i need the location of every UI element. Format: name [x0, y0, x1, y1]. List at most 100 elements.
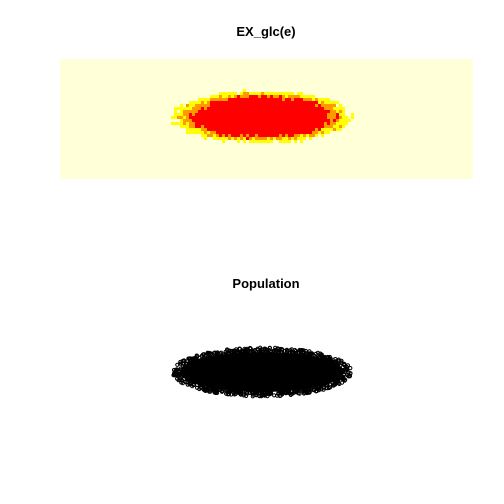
- heatmap-cell-high: [240, 110, 243, 113]
- heatmap-cell-low: [318, 131, 321, 134]
- heatmap-cell-high: [336, 116, 339, 119]
- heatmap-cell-high: [255, 110, 258, 113]
- heatmap-cell-medium: [216, 134, 219, 137]
- heatmap-cell-medium: [330, 125, 333, 128]
- heatmap-cell-low: [171, 122, 174, 125]
- heatmap-cell-high: [249, 122, 252, 125]
- heatmap-cell-high: [270, 101, 273, 104]
- heatmap-cell-low: [270, 92, 273, 95]
- heatmap-cell-medium: [183, 110, 186, 113]
- heatmap-cell-medium: [222, 98, 225, 101]
- heatmap-cell-high: [252, 128, 255, 131]
- heatmap-cell-medium: [210, 134, 213, 137]
- heatmap-cell-medium: [189, 119, 192, 122]
- heatmap-cell-high: [273, 119, 276, 122]
- heatmap-cell-high: [219, 128, 222, 131]
- heatmap-cell-medium: [327, 125, 330, 128]
- heatmap-cell-high: [258, 104, 261, 107]
- heatmap-cell-high: [249, 107, 252, 110]
- heatmap-cell-medium: [288, 137, 291, 140]
- heatmap-cell-high: [309, 113, 312, 116]
- heatmap-cell-high: [216, 119, 219, 122]
- population-point: [297, 347, 302, 353]
- heatmap-cell-high: [264, 107, 267, 110]
- heatmap-cell-high: [216, 110, 219, 113]
- heatmap-cell-medium: [243, 92, 246, 95]
- heatmap-cell-low: [273, 92, 276, 95]
- heatmap-cell-medium: [207, 101, 210, 104]
- heatmap-cell-high: [213, 107, 216, 110]
- heatmap-cell-high: [237, 107, 240, 110]
- heatmap-cell-high: [273, 122, 276, 125]
- heatmap-cell-high: [243, 101, 246, 104]
- heatmap-cell-low: [327, 98, 330, 101]
- heatmap-cell-low: [339, 104, 342, 107]
- heatmap-cell-low: [345, 119, 348, 122]
- population-point: [315, 387, 320, 392]
- heatmap-cell-high: [234, 122, 237, 125]
- heatmap-cell-low: [324, 98, 327, 101]
- heatmap-cell-high: [267, 125, 270, 128]
- heatmap-cell-high: [282, 116, 285, 119]
- heatmap-cell-medium: [246, 92, 249, 95]
- heatmap-cell-high: [288, 125, 291, 128]
- heatmap-cell-medium: [306, 98, 309, 101]
- heatmap-cell-high: [303, 131, 306, 134]
- heatmap-cell-medium: [333, 113, 336, 116]
- population-point: [345, 373, 350, 378]
- heatmap-cell-high: [273, 98, 276, 101]
- heatmap-cell-high: [264, 116, 267, 119]
- heatmap-cell-high: [285, 122, 288, 125]
- heatmap-cell-high: [234, 134, 237, 137]
- heatmap-cell-medium: [204, 128, 207, 131]
- population-point: [241, 390, 246, 395]
- heatmap-cell-high: [225, 125, 228, 128]
- heatmap-cell-high: [234, 116, 237, 119]
- heatmap-cell-high: [306, 128, 309, 131]
- heatmap-cell-medium: [327, 116, 330, 119]
- heatmap-cell-low: [279, 92, 282, 95]
- heatmap-cell-low: [192, 101, 195, 104]
- heatmap-cell-high: [243, 104, 246, 107]
- heatmap-cell-high: [288, 98, 291, 101]
- heatmap-cell-high: [282, 110, 285, 113]
- heatmap-cell-high: [294, 131, 297, 134]
- heatmap-cell-high: [273, 128, 276, 131]
- heatmap-cell-low: [195, 131, 198, 134]
- heatmap-cell-low: [222, 92, 225, 95]
- heatmap-cell-medium: [288, 95, 291, 98]
- heatmap-cell-high: [288, 116, 291, 119]
- heatmap-cell-high: [246, 116, 249, 119]
- heatmap-cell-medium: [189, 110, 192, 113]
- heatmap-cell-high: [285, 125, 288, 128]
- population-point: [195, 385, 200, 390]
- heatmap-cell-high: [255, 95, 258, 98]
- heatmap-cell-high: [237, 128, 240, 131]
- heatmap-cell-medium: [258, 137, 261, 140]
- heatmap-cell-high: [237, 104, 240, 107]
- heatmap-cell-low: [219, 92, 222, 95]
- heatmap-cell-high: [246, 119, 249, 122]
- heatmap-cell-high: [228, 113, 231, 116]
- heatmap-cell-high: [285, 113, 288, 116]
- heatmap-cell-low: [171, 116, 174, 119]
- heatmap-cell-low: [285, 140, 288, 143]
- heatmap-cell-high: [309, 119, 312, 122]
- heatmap-cell-high: [279, 110, 282, 113]
- population-point: [197, 355, 202, 360]
- heatmap-cell-medium: [189, 125, 192, 128]
- heatmap-cell-high: [291, 116, 294, 119]
- heatmap-cell-high: [201, 110, 204, 113]
- heatmap-cell-high: [288, 128, 291, 131]
- heatmap-cell-low: [345, 122, 348, 125]
- heatmap-cell-medium: [228, 95, 231, 98]
- heatmap-cell-high: [291, 104, 294, 107]
- population-point: [186, 372, 191, 377]
- heatmap-cell-high: [243, 116, 246, 119]
- heatmap-cell-high: [291, 134, 294, 137]
- heatmap-cell-medium: [255, 134, 258, 137]
- heatmap-cell-high: [288, 122, 291, 125]
- heatmap-cell-low: [204, 137, 207, 140]
- heatmap-cell-medium: [216, 98, 219, 101]
- heatmap-cell-high: [231, 107, 234, 110]
